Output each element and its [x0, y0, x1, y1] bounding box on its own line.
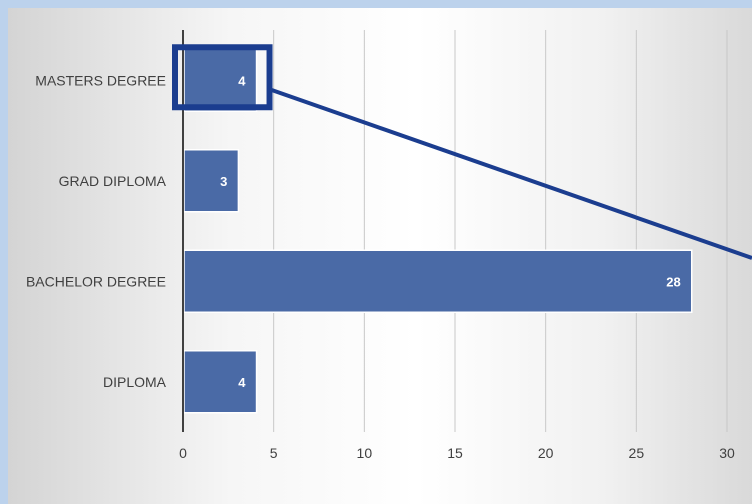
bar-masters-degree [183, 48, 258, 112]
category-label-diploma: DIPLOMA [103, 374, 167, 390]
category-label-masters-degree: MASTERS DEGREE [35, 72, 166, 88]
bar-diploma [183, 350, 258, 414]
x-tick-label-15: 15 [447, 445, 463, 461]
highlight-box [172, 44, 273, 111]
data-label-grad-diploma: 3 [220, 174, 227, 189]
x-tick-label-25: 25 [629, 445, 645, 461]
highlight-callout [172, 44, 752, 260]
category-label-grad-diploma: GRAD DIPLOMA [59, 173, 167, 189]
x-tick-label-10: 10 [357, 445, 373, 461]
data-label-diploma: 4 [238, 375, 246, 390]
bars [183, 48, 693, 414]
x-tick-label-20: 20 [538, 445, 554, 461]
data-label-bachelor-degree: 28 [666, 274, 680, 289]
bar-bachelor-degree [183, 249, 693, 313]
x-tick-label-5: 5 [270, 445, 278, 461]
data-label-masters-degree: 4 [238, 73, 246, 88]
category-label-bachelor-degree: BACHELOR DEGREE [26, 273, 166, 289]
callout-pointer-line [268, 87, 752, 260]
x-tick-label-0: 0 [179, 445, 187, 461]
labels: 0 5 10 15 20 25 30 MASTERS DEGREE 4 GRAD DIPLOMA 3… [26, 72, 735, 461]
x-tick-label-30: 30 [719, 445, 735, 461]
gridlines [273, 30, 728, 432]
bar-grad-diploma [183, 149, 240, 213]
